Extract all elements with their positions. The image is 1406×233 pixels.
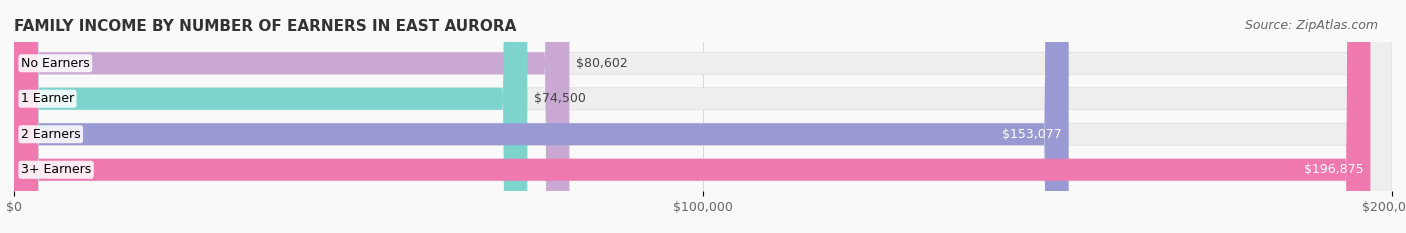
FancyBboxPatch shape [14,0,1392,233]
FancyBboxPatch shape [14,0,1069,233]
Text: $74,500: $74,500 [534,92,586,105]
FancyBboxPatch shape [14,0,569,233]
Text: $153,077: $153,077 [1002,128,1062,141]
Text: 1 Earner: 1 Earner [21,92,75,105]
Text: $80,602: $80,602 [576,57,628,70]
FancyBboxPatch shape [14,0,1392,233]
FancyBboxPatch shape [14,0,1392,233]
FancyBboxPatch shape [14,0,1371,233]
FancyBboxPatch shape [14,0,1392,233]
FancyBboxPatch shape [14,0,527,233]
Text: $196,875: $196,875 [1303,163,1364,176]
Text: FAMILY INCOME BY NUMBER OF EARNERS IN EAST AURORA: FAMILY INCOME BY NUMBER OF EARNERS IN EA… [14,19,516,34]
Text: No Earners: No Earners [21,57,90,70]
Text: 3+ Earners: 3+ Earners [21,163,91,176]
Text: Source: ZipAtlas.com: Source: ZipAtlas.com [1244,19,1378,32]
Text: 2 Earners: 2 Earners [21,128,80,141]
